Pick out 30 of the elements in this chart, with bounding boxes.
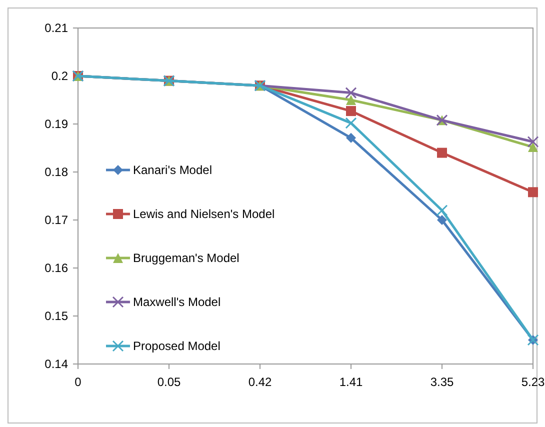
x-tick-label: 5.23 (521, 375, 545, 389)
y-tick-label: 0.15 (44, 309, 68, 324)
point (437, 215, 447, 225)
point (528, 187, 538, 198)
x-tick-label: 0.42 (248, 375, 272, 389)
point (527, 136, 539, 148)
x-tick-label: 3.35 (430, 375, 454, 389)
y-tick-label: 0.2 (51, 69, 68, 84)
point (346, 95, 356, 105)
point (437, 148, 447, 158)
y-tick-label: 0.16 (44, 261, 68, 276)
point (345, 117, 357, 129)
y-tick-label: 0.21 (44, 21, 68, 36)
x-tick-label: 0.05 (157, 375, 181, 389)
legend-label: Kanari's Model (133, 163, 212, 178)
legend-label: Lewis and Nielsen's Model (133, 207, 275, 222)
point (436, 204, 448, 216)
legend-label: Maxwell's Model (133, 295, 221, 310)
legend-label: Bruggeman's Model (133, 251, 240, 266)
y-tick-label: 0.14 (44, 357, 68, 372)
point (528, 142, 538, 152)
y-tick-label: 0.18 (44, 165, 68, 180)
point (346, 106, 356, 116)
y-tick-label: 0.17 (44, 213, 68, 228)
point (345, 87, 357, 99)
x-tick-label: 0 (74, 375, 82, 389)
y-tick-label: 0.19 (44, 117, 68, 132)
point (346, 132, 356, 143)
x-tick-label: 1.41 (339, 375, 363, 389)
legend-label: Proposed Model (133, 339, 220, 354)
